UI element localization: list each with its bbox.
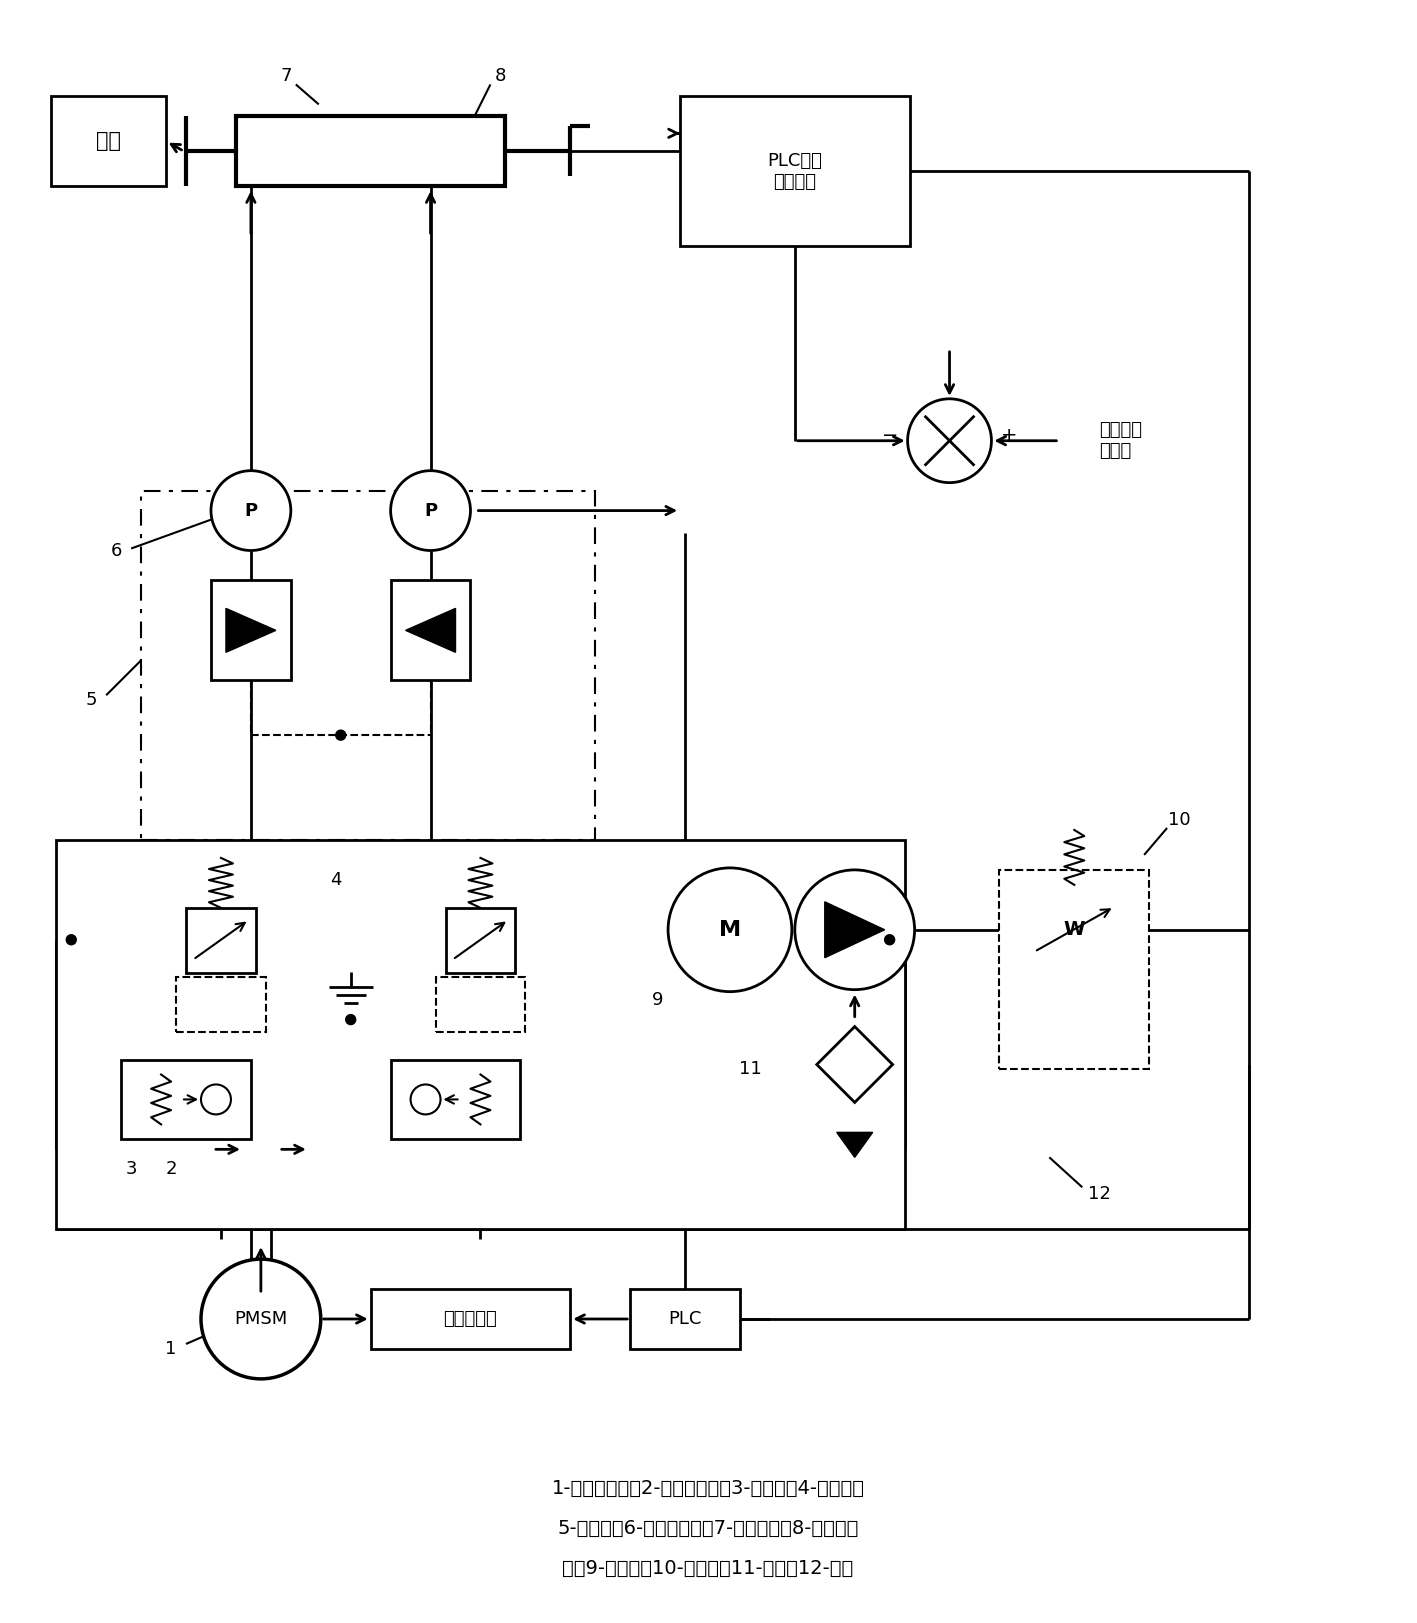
Circle shape — [795, 870, 914, 990]
Text: +: + — [1002, 427, 1017, 445]
Polygon shape — [405, 609, 455, 652]
Circle shape — [346, 1014, 356, 1024]
Polygon shape — [837, 1133, 873, 1157]
Text: 1: 1 — [166, 1341, 177, 1358]
Bar — [57, 841, 904, 1229]
Circle shape — [211, 471, 290, 550]
Polygon shape — [225, 609, 276, 652]
Text: 5: 5 — [85, 691, 96, 709]
Bar — [435, 977, 526, 1032]
Circle shape — [201, 1259, 320, 1380]
Bar — [445, 907, 516, 972]
Bar — [680, 96, 910, 247]
Circle shape — [908, 399, 992, 482]
Bar — [391, 581, 470, 680]
Bar — [186, 907, 256, 972]
Text: 负载: 负载 — [96, 131, 120, 151]
Bar — [391, 1060, 520, 1139]
Circle shape — [67, 935, 77, 945]
Circle shape — [884, 935, 894, 945]
Text: 4: 4 — [330, 872, 341, 889]
Bar — [211, 581, 290, 680]
Circle shape — [391, 471, 470, 550]
Text: 11: 11 — [738, 1060, 761, 1079]
Circle shape — [411, 1084, 441, 1115]
Circle shape — [203, 1091, 319, 1208]
Bar — [235, 117, 506, 187]
Text: P: P — [244, 502, 258, 519]
Text: 7: 7 — [281, 68, 292, 86]
Text: W: W — [1064, 920, 1085, 940]
Bar — [142, 490, 595, 841]
Text: 8: 8 — [495, 68, 506, 86]
Text: 6: 6 — [111, 542, 122, 560]
Text: −: − — [881, 427, 898, 445]
Text: 9: 9 — [652, 990, 663, 1008]
Text: PLC: PLC — [669, 1310, 701, 1328]
Text: 1-伺服电动机；2-双向定量泵；3-吸排阀；4-安全阀；: 1-伺服电动机；2-双向定量泵；3-吸排阀；4-安全阀； — [551, 1479, 864, 1498]
Text: 伺服驱动器: 伺服驱动器 — [444, 1310, 497, 1328]
Text: 2: 2 — [166, 1160, 177, 1178]
Bar — [51, 96, 166, 187]
Text: P: P — [424, 502, 436, 519]
Text: 驾驶台给
定信号: 驾驶台给 定信号 — [1100, 422, 1142, 461]
Bar — [631, 1289, 740, 1349]
Circle shape — [336, 730, 346, 740]
Text: 10: 10 — [1168, 812, 1190, 829]
Circle shape — [201, 1084, 231, 1115]
Circle shape — [667, 868, 792, 992]
Text: 12: 12 — [1088, 1185, 1111, 1203]
Text: PLC信号
采集模块: PLC信号 采集模块 — [768, 153, 822, 190]
Bar — [176, 977, 266, 1032]
Text: PMSM: PMSM — [234, 1310, 288, 1328]
Text: 3: 3 — [125, 1160, 137, 1178]
Bar — [999, 870, 1149, 1070]
Bar — [371, 1289, 570, 1349]
Text: M: M — [718, 920, 741, 940]
Polygon shape — [825, 902, 884, 958]
Text: 5-液压锁；6-压力变送器；7-转舵油缸；8-位移传感: 5-液压锁；6-压力变送器；7-转舵油缸；8-位移传感 — [557, 1519, 859, 1539]
Bar — [122, 1060, 251, 1139]
Bar — [1019, 885, 1129, 975]
Text: 器；9-补油泵；10-溢流阀；11-滤器；12-油箱: 器；9-补油泵；10-溢流阀；11-滤器；12-油箱 — [563, 1560, 853, 1578]
